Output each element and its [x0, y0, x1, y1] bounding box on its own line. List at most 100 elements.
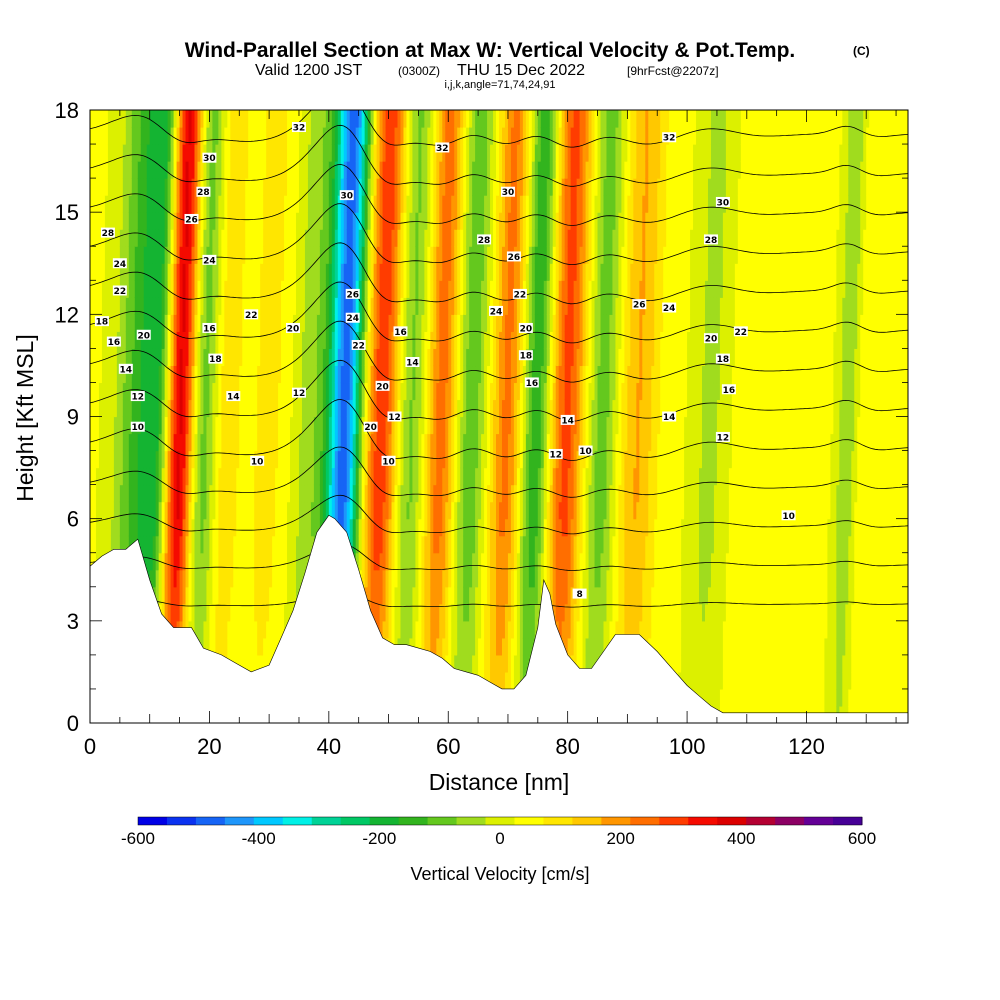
velocity-cell: [113, 263, 118, 281]
velocity-cell: [149, 297, 154, 315]
velocity-cell: [310, 501, 315, 520]
velocity-cell: [263, 382, 267, 401]
velocity-cell: [212, 229, 216, 247]
velocity-cell: [340, 263, 345, 281]
velocity-cell: [275, 603, 279, 622]
velocity-cell: [155, 195, 160, 213]
velocity-cell: [146, 416, 151, 435]
velocity-cell: [239, 144, 243, 162]
velocity-cell: [152, 314, 157, 332]
velocity-cell: [355, 348, 360, 367]
velocity-cell: [137, 484, 142, 503]
velocity-cell: [278, 450, 282, 469]
velocity-cell: [179, 501, 184, 520]
velocity-cell: [263, 552, 267, 571]
velocity-cell: [236, 263, 240, 281]
velocity-cell: [176, 195, 181, 213]
velocity-cell: [266, 127, 270, 145]
velocity-cell: [322, 433, 327, 452]
velocity-cell: [361, 348, 366, 367]
velocity-cell: [90, 433, 94, 452]
velocity-cell: [182, 416, 187, 435]
velocity-cell: [236, 365, 240, 384]
velocity-cell: [358, 382, 363, 401]
velocity-cell: [278, 195, 282, 213]
velocity-cell: [334, 110, 339, 128]
velocity-cell: [137, 331, 142, 349]
velocity-cell: [209, 501, 214, 520]
velocity-cell: [191, 348, 196, 367]
velocity-cell: [257, 399, 261, 418]
velocity-cell: [128, 144, 133, 162]
velocity-cell: [221, 144, 225, 162]
velocity-cell: [92, 195, 97, 213]
velocity-cell: [101, 416, 106, 435]
velocity-cell: [233, 178, 237, 196]
velocity-cell: [215, 620, 219, 639]
velocity-cell: [185, 314, 190, 332]
velocity-cell: [233, 518, 237, 537]
velocity-cell: [263, 620, 267, 639]
velocity-cell: [173, 569, 178, 588]
velocity-cell: [152, 280, 157, 298]
velocity-cell: [295, 552, 300, 571]
velocity-cell: [272, 450, 276, 469]
velocity-cell: [310, 246, 315, 264]
velocity-cell: [364, 552, 369, 571]
velocity-cell: [266, 654, 270, 673]
velocity-cell: [298, 127, 303, 145]
velocity-cell: [275, 212, 279, 230]
velocity-cell: [206, 637, 211, 656]
velocity-cell: [116, 382, 121, 401]
velocity-cell: [325, 246, 330, 264]
velocity-cell: [298, 484, 303, 503]
velocity-cell: [295, 280, 300, 298]
velocity-cell: [131, 518, 136, 537]
velocity-cell: [185, 246, 190, 264]
velocity-cell: [325, 263, 330, 281]
velocity-cell: [239, 399, 243, 418]
velocity-cell: [212, 501, 216, 520]
velocity-cell: [227, 450, 231, 469]
velocity-cell: [206, 586, 211, 605]
velocity-cell: [272, 552, 276, 571]
velocity-cell: [221, 280, 225, 298]
velocity-cell: [364, 246, 369, 264]
velocity-cell: [152, 195, 157, 213]
velocity-cell: [125, 229, 130, 247]
velocity-cell: [173, 586, 178, 605]
velocity-cell: [152, 297, 157, 315]
velocity-cell: [233, 484, 237, 503]
velocity-cell: [212, 603, 216, 622]
velocity-cell: [90, 450, 94, 469]
velocity-cell: [316, 110, 321, 128]
velocity-cell: [98, 297, 103, 315]
velocity-cell: [128, 161, 133, 179]
velocity-cell: [122, 263, 127, 281]
velocity-cell: [290, 212, 294, 230]
velocity-cell: [146, 518, 151, 537]
velocity-cell: [191, 246, 196, 264]
velocity-cell: [158, 586, 163, 605]
velocity-cell: [245, 212, 249, 230]
velocity-cell: [263, 637, 267, 656]
velocity-cell: [334, 331, 339, 349]
velocity-cell: [170, 382, 175, 401]
velocity-cell: [182, 467, 187, 486]
velocity-cell: [322, 144, 327, 162]
velocity-cell: [281, 161, 285, 179]
velocity-cell: [275, 110, 279, 128]
velocity-cell: [275, 501, 279, 520]
velocity-cell: [95, 484, 100, 503]
velocity-cell: [155, 280, 160, 298]
velocity-cell: [233, 263, 237, 281]
velocity-cell: [355, 535, 360, 554]
velocity-cell: [272, 620, 276, 639]
velocity-cell: [227, 535, 231, 554]
velocity-cell: [167, 331, 172, 349]
velocity-cell: [331, 382, 336, 401]
velocity-cell: [251, 484, 255, 503]
velocity-cell: [287, 127, 291, 145]
velocity-cell: [161, 314, 166, 332]
velocity-cell: [361, 314, 366, 332]
